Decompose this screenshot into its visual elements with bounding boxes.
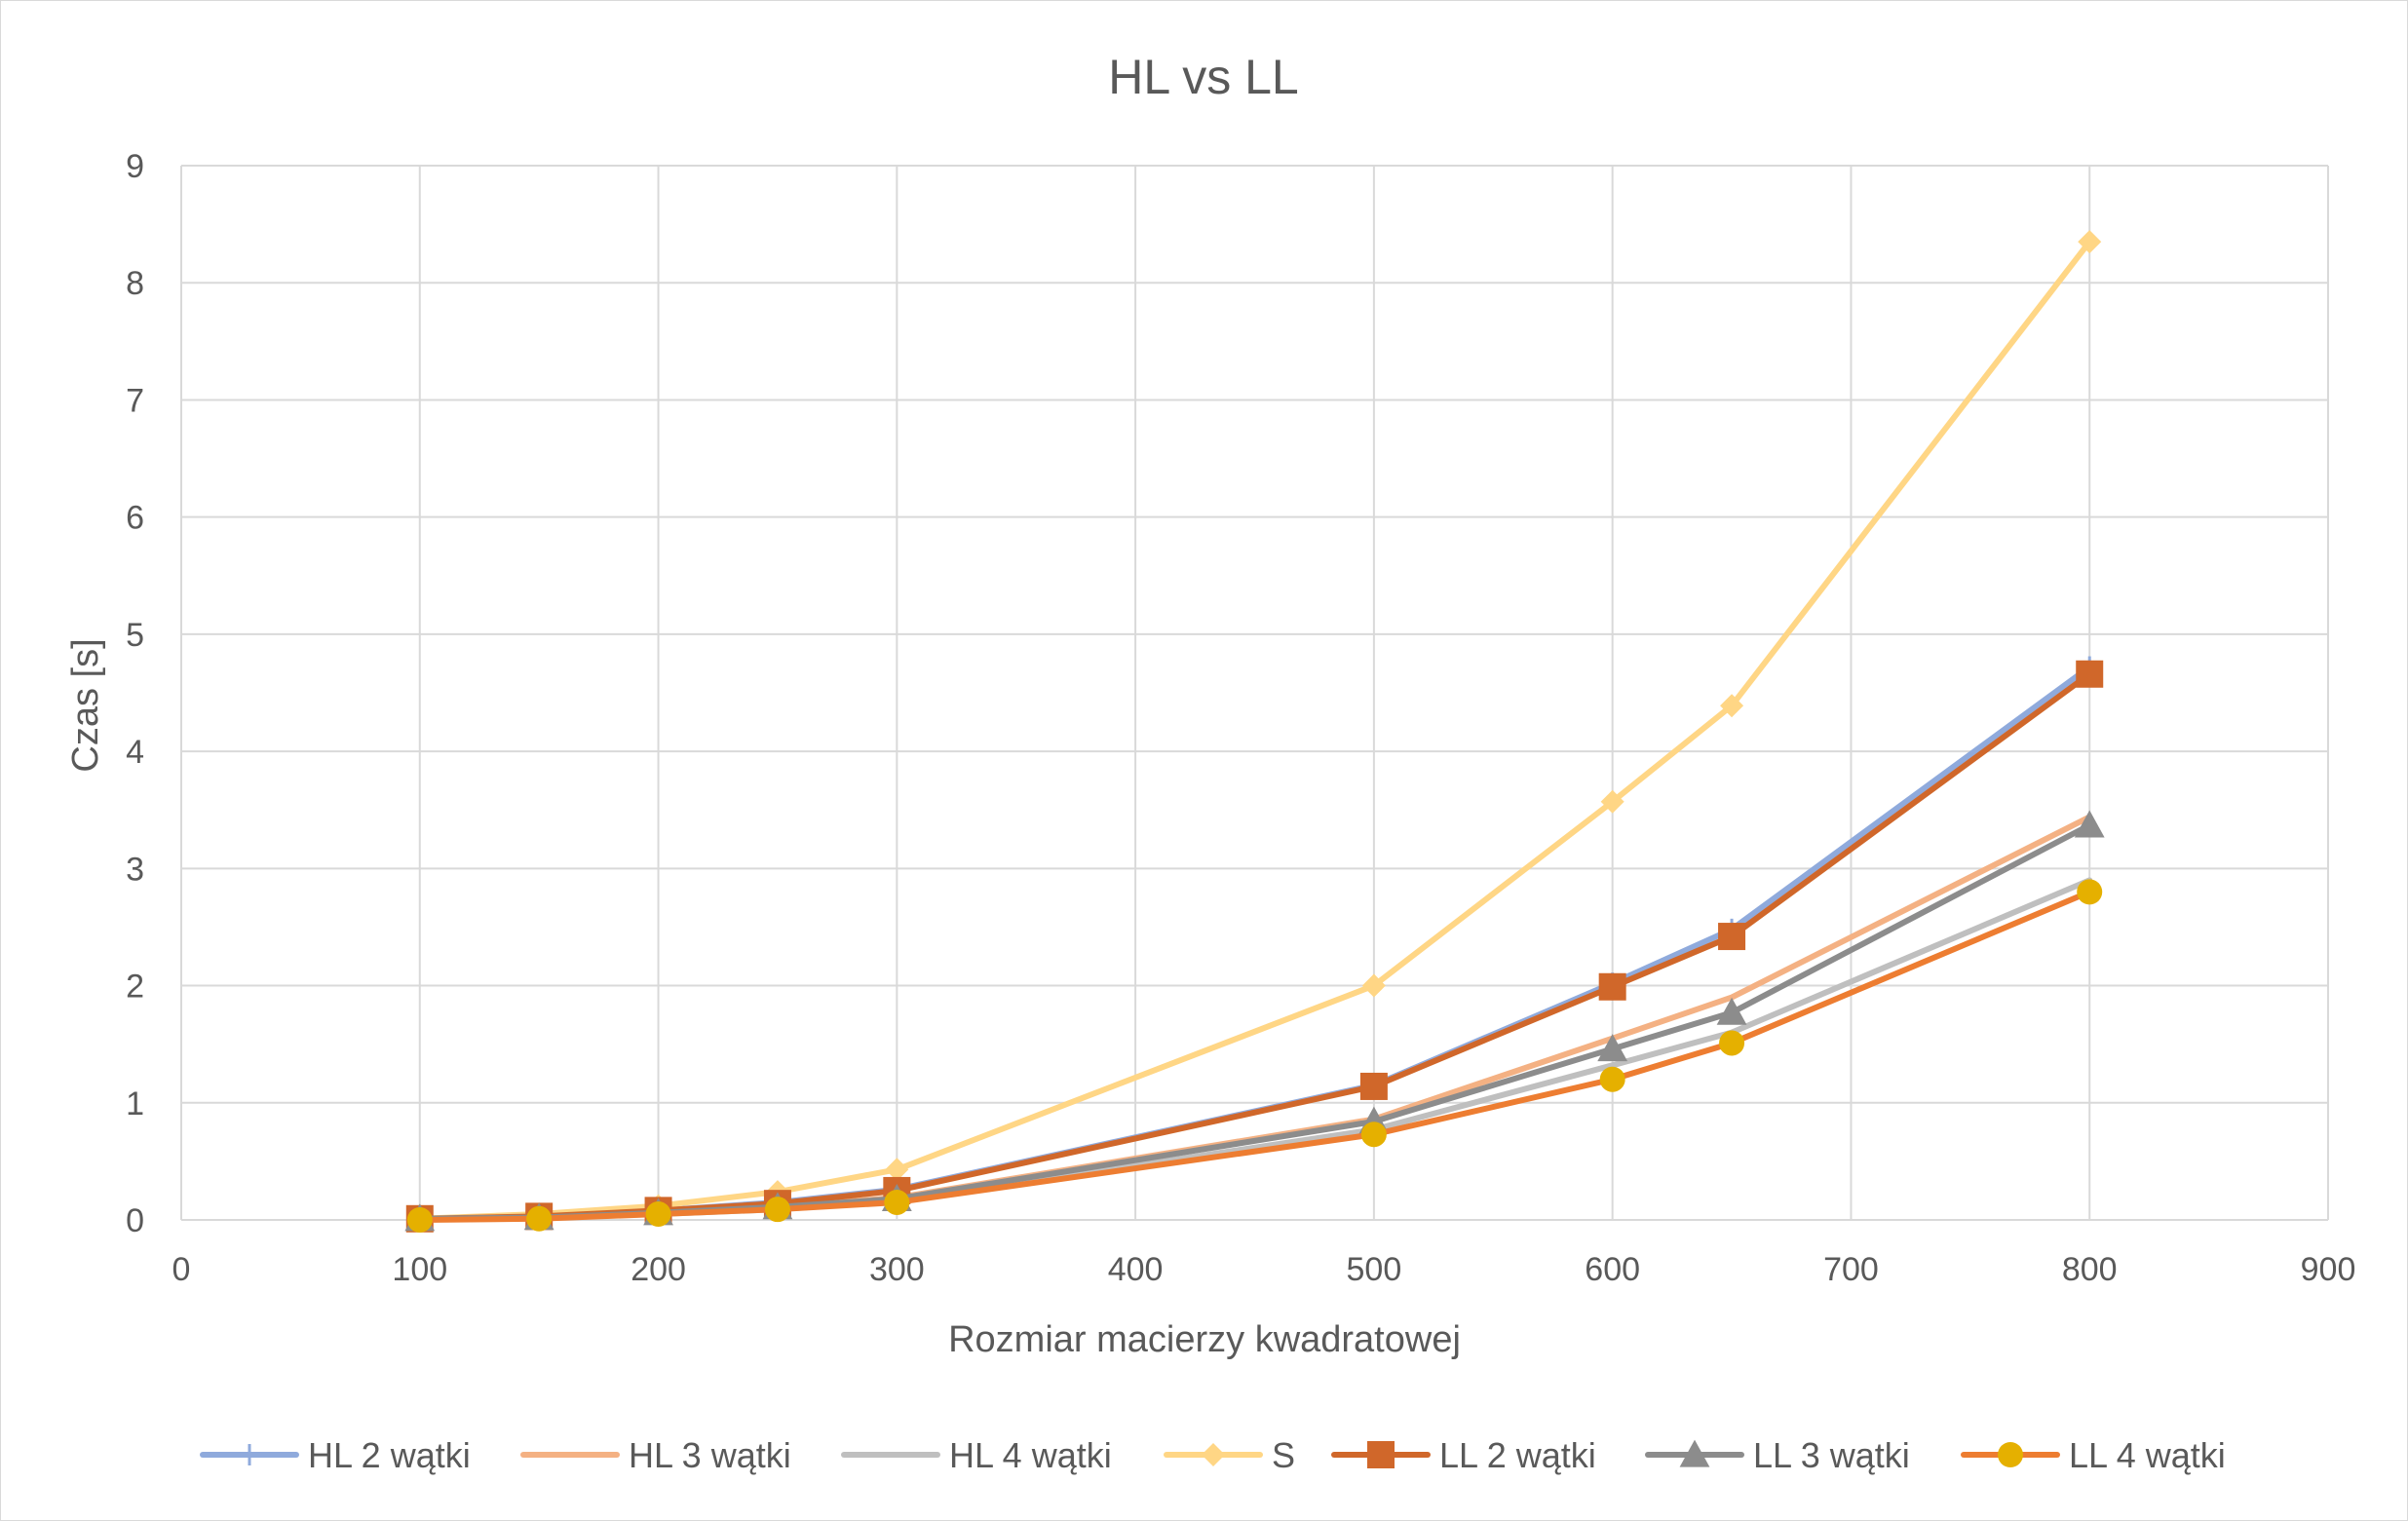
- data-point: [1720, 694, 1744, 718]
- series-line: [416, 877, 2093, 1222]
- data-point: [406, 1207, 433, 1233]
- legend-label: LL 4 wątki: [2069, 1435, 2226, 1475]
- legend-item: S: [1164, 1435, 1295, 1475]
- y-tick-label: 1: [126, 1085, 144, 1122]
- data-point: [1600, 789, 1624, 814]
- y-tick-label: 9: [126, 148, 144, 185]
- series-5: [404, 810, 2105, 1232]
- data-point: [1597, 1034, 1628, 1062]
- series-line: [416, 239, 2093, 1222]
- y-tick-label: 3: [126, 851, 144, 888]
- legend-item: LL 4 wątki: [1961, 1435, 2226, 1475]
- gridlines: [180, 165, 2329, 1221]
- data-point: [1359, 1072, 1388, 1100]
- legend-item: HL 4 wątki: [841, 1435, 1112, 1475]
- data-point: [2077, 879, 2103, 905]
- x-tick-label: 100: [392, 1251, 447, 1288]
- legend-label: HL 4 wątki: [949, 1435, 1112, 1475]
- legend-marker: [1367, 1441, 1395, 1468]
- series-layer: [404, 230, 2105, 1233]
- legend-label: HL 2 wątki: [308, 1435, 471, 1475]
- x-axis-label: Rozmiar macierzy kwadratowej: [948, 1319, 1461, 1360]
- legend-item: HL 3 wątki: [520, 1435, 791, 1475]
- x-tick-label: 300: [869, 1251, 925, 1288]
- y-tick-label: 2: [126, 969, 144, 1006]
- legend-label: HL 3 wątki: [629, 1435, 791, 1475]
- x-tick-label: 800: [2062, 1251, 2118, 1288]
- data-point: [645, 1200, 671, 1227]
- legend-label: LL 3 wątki: [1753, 1435, 1910, 1475]
- x-tick-label: 0: [172, 1251, 191, 1288]
- legend-marker: [1202, 1443, 1225, 1466]
- y-axis-label: Czas [s]: [65, 638, 106, 772]
- series-line: [416, 814, 2093, 1222]
- x-tick-label: 200: [631, 1251, 686, 1288]
- series-1: [416, 814, 2093, 1222]
- y-tick-label: 8: [126, 265, 144, 302]
- data-point: [1718, 923, 1746, 951]
- data-point: [1599, 1066, 1625, 1092]
- data-point: [2074, 810, 2105, 838]
- legend-item: HL 2 wątki: [200, 1435, 471, 1475]
- x-tick-label: 900: [2301, 1251, 2356, 1288]
- data-point: [2078, 230, 2102, 254]
- legend-marker: [239, 1444, 260, 1465]
- data-point: [885, 1158, 909, 1182]
- data-point: [1719, 1030, 1745, 1056]
- data-point: [764, 1197, 790, 1223]
- series-2: [416, 877, 2093, 1222]
- axis-ticks: 0 1 2 3 4 5 6 7 8 9 0 100 200 300 400 500 600 700 800 900: [126, 148, 2355, 1288]
- series-3: [407, 230, 2102, 1231]
- legend-label: LL 2 wątki: [1439, 1435, 1596, 1475]
- y-tick-label: 5: [126, 617, 144, 654]
- x-tick-label: 600: [1585, 1251, 1640, 1288]
- series-line: [416, 821, 2093, 1222]
- legend: HL 2 wątki HL 3 wątki HL 4 wątki S LL 2 wątk…: [200, 1435, 2226, 1475]
- data-point: [1598, 972, 1626, 1001]
- x-tick-label: 400: [1108, 1251, 1164, 1288]
- y-tick-label: 0: [126, 1202, 144, 1239]
- data-point: [1716, 997, 1747, 1025]
- x-tick-label: 700: [1823, 1251, 1879, 1288]
- data-point: [884, 1189, 910, 1215]
- legend-item: LL 2 wątki: [1331, 1435, 1596, 1475]
- x-tick-label: 500: [1347, 1251, 1402, 1288]
- legend-marker: [1998, 1442, 2023, 1467]
- data-point: [1361, 973, 1386, 998]
- y-tick-label: 4: [126, 734, 144, 771]
- data-point: [526, 1205, 553, 1232]
- legend-marker: [1679, 1439, 1710, 1467]
- legend-item: LL 3 wątki: [1645, 1435, 1910, 1475]
- legend-label: S: [1272, 1435, 1295, 1475]
- data-point: [1360, 1122, 1387, 1148]
- series-6: [406, 879, 2103, 1233]
- y-tick-label: 6: [126, 500, 144, 537]
- data-point: [2076, 660, 2104, 688]
- y-tick-label: 7: [126, 382, 144, 419]
- chart-title: HL vs LL: [1108, 50, 1298, 104]
